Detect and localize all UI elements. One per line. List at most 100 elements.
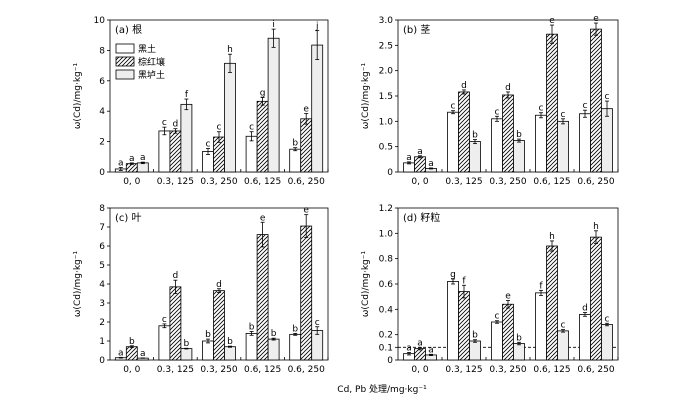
shared-x-axis-label: Cd, Pb 处理/mg·kg⁻¹ <box>337 383 427 395</box>
bar <box>447 281 459 361</box>
x-tick-label: 0.3, 125 <box>445 365 482 375</box>
bar <box>513 140 525 173</box>
data-label: i <box>272 20 275 30</box>
bar <box>224 346 236 361</box>
legend-label: 黑垆土 <box>138 69 165 81</box>
y-axis-label: ω(Cd)/mg·kg⁻¹ <box>361 251 371 318</box>
bar <box>535 114 547 173</box>
legend-label: 棕红壤 <box>138 56 165 68</box>
data-label: f <box>462 276 466 286</box>
data-label: e <box>593 14 599 24</box>
y-tick-label: 6 <box>99 242 105 252</box>
y-tick-label: 0 <box>99 168 105 178</box>
bar <box>300 118 313 173</box>
data-label: c <box>162 118 167 128</box>
data-label: b <box>472 131 478 141</box>
legend-swatch <box>115 43 135 54</box>
x-tick-label: 0, 0 <box>123 365 140 375</box>
data-label: c <box>561 110 566 120</box>
data-label: a <box>140 349 146 359</box>
x-tick-label: 0.3, 125 <box>445 177 482 187</box>
y-tick-label: 0 <box>387 356 393 366</box>
x-tick-label: 0.6, 125 <box>533 177 570 187</box>
panel-title: (d) 籽粒 <box>403 211 440 224</box>
y-tick-label: 1.2 <box>379 204 393 214</box>
data-label: b <box>271 329 277 339</box>
data-label: e <box>260 213 266 223</box>
data-label: c <box>249 123 254 133</box>
y-axis-label: ω(Cd)/mg·kg⁻¹ <box>73 251 83 318</box>
data-label: d <box>461 81 467 91</box>
data-label: c <box>217 123 222 133</box>
bar <box>180 348 193 361</box>
bar <box>557 330 569 361</box>
bar <box>491 321 503 361</box>
x-tick-label: 0, 0 <box>123 177 140 187</box>
x-tick-label: 0, 0 <box>411 365 428 375</box>
data-label: c <box>315 318 320 328</box>
x-tick-label: 0.6, 250 <box>288 365 325 375</box>
data-label: e <box>303 104 309 114</box>
y-tick-label: 1 <box>99 337 105 347</box>
panel-title: (c) 叶 <box>115 212 141 224</box>
bar <box>590 28 602 173</box>
data-label: h <box>593 222 599 232</box>
data-label: a <box>417 338 423 348</box>
data-label: c <box>451 102 456 112</box>
bar <box>447 111 459 173</box>
y-tick-label: 0.6 <box>379 280 394 290</box>
x-tick-label: 0, 0 <box>411 177 428 187</box>
data-label: c <box>206 139 211 149</box>
y-tick-label: 8 <box>99 204 105 214</box>
y-tick-label: 0.1 <box>379 343 393 353</box>
bar <box>546 33 558 173</box>
y-tick-label: 0.5 <box>379 143 393 153</box>
bar <box>180 103 193 173</box>
data-label: c <box>583 101 588 111</box>
bar <box>579 113 591 173</box>
data-label: h <box>227 45 233 55</box>
x-tick-label: 0.6, 125 <box>244 177 281 187</box>
data-label: b <box>205 330 211 340</box>
bar <box>557 120 569 173</box>
y-tick-label: 0.2 <box>379 331 393 341</box>
bar <box>535 292 547 361</box>
y-tick-label: 0 <box>387 168 393 178</box>
data-label: g <box>450 270 456 280</box>
bar <box>245 135 258 173</box>
x-tick-label: 0.3, 250 <box>200 177 237 187</box>
bar <box>125 163 138 173</box>
data-label: d <box>173 271 179 281</box>
data-label: a <box>417 147 423 157</box>
x-tick-label: 0.3, 125 <box>157 365 194 375</box>
data-label: f <box>539 281 543 291</box>
bar <box>458 91 470 173</box>
y-axis-label: ω(Cd)/mg·kg⁻¹ <box>361 63 371 130</box>
data-label: b <box>292 139 298 149</box>
x-tick-label: 0.3, 125 <box>157 177 194 187</box>
data-label: a <box>129 154 135 164</box>
y-tick-label: 1.0 <box>379 229 394 239</box>
x-tick-label: 0.3, 250 <box>489 365 526 375</box>
panel-title: (b) 茎 <box>403 24 430 36</box>
bar <box>458 291 470 361</box>
data-label: b <box>516 130 522 140</box>
x-tick-label: 0.6, 125 <box>533 365 570 375</box>
x-tick-label: 0.3, 250 <box>200 365 237 375</box>
bar <box>469 141 481 173</box>
y-tick-label: 2 <box>99 318 105 328</box>
data-label: e <box>549 16 555 26</box>
bar <box>491 118 503 173</box>
bar <box>256 100 269 173</box>
bar <box>579 313 591 361</box>
data-label: c <box>495 312 500 322</box>
data-label: c <box>162 315 167 325</box>
data-label: h <box>549 232 555 242</box>
bar <box>202 340 214 361</box>
chart-panel-2: 0 0.5 1.0 1.5 2.0 2.5 3.0 ω(Cd)/mg·kg⁻¹ (b) 茎 0, … <box>361 14 619 187</box>
y-tick-label: 10 <box>94 16 106 26</box>
y-tick-label: 2.5 <box>379 41 393 51</box>
data-label: a <box>406 153 412 163</box>
data-label: b <box>227 337 233 347</box>
